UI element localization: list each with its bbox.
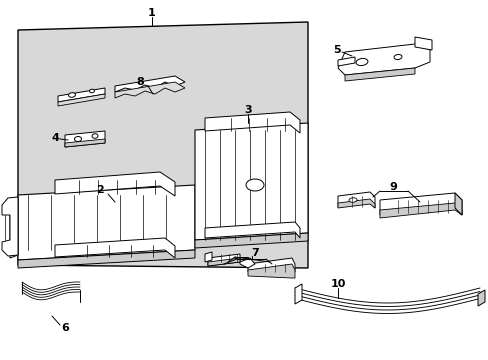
Polygon shape: [115, 82, 184, 98]
Polygon shape: [2, 197, 18, 256]
Ellipse shape: [89, 89, 94, 93]
Polygon shape: [247, 264, 294, 278]
Polygon shape: [207, 258, 240, 266]
Text: 6: 6: [61, 323, 69, 333]
Polygon shape: [204, 112, 299, 133]
Polygon shape: [240, 258, 254, 268]
Text: 1: 1: [148, 8, 156, 18]
Ellipse shape: [393, 54, 401, 59]
Ellipse shape: [245, 179, 264, 191]
Ellipse shape: [68, 93, 75, 97]
Text: 8: 8: [136, 77, 143, 87]
Polygon shape: [58, 94, 105, 106]
Ellipse shape: [355, 58, 367, 66]
Polygon shape: [204, 222, 299, 238]
Polygon shape: [337, 57, 354, 66]
Polygon shape: [195, 123, 307, 240]
Polygon shape: [379, 203, 461, 218]
Polygon shape: [337, 192, 374, 208]
Polygon shape: [10, 197, 18, 258]
Polygon shape: [414, 37, 431, 50]
Polygon shape: [337, 44, 429, 75]
Polygon shape: [195, 233, 307, 248]
Polygon shape: [18, 22, 307, 268]
Text: 7: 7: [251, 248, 258, 258]
Polygon shape: [204, 252, 212, 262]
Polygon shape: [65, 139, 105, 147]
Polygon shape: [58, 88, 105, 102]
Polygon shape: [18, 185, 195, 260]
Ellipse shape: [92, 134, 98, 138]
Polygon shape: [115, 76, 184, 92]
Polygon shape: [379, 193, 461, 215]
Text: 3: 3: [244, 105, 251, 115]
Text: 9: 9: [388, 182, 396, 192]
Text: 4: 4: [51, 133, 59, 143]
Text: 5: 5: [332, 45, 340, 55]
Polygon shape: [18, 250, 195, 268]
Polygon shape: [337, 199, 374, 208]
Polygon shape: [207, 254, 240, 266]
Polygon shape: [65, 131, 105, 147]
Polygon shape: [477, 290, 484, 306]
Text: 2: 2: [96, 185, 103, 195]
Ellipse shape: [348, 198, 356, 202]
Polygon shape: [345, 68, 414, 81]
Polygon shape: [294, 284, 302, 304]
Polygon shape: [55, 238, 175, 258]
Text: 10: 10: [329, 279, 345, 289]
Ellipse shape: [74, 136, 81, 141]
Polygon shape: [55, 172, 175, 196]
Polygon shape: [454, 193, 461, 215]
Polygon shape: [247, 258, 294, 272]
